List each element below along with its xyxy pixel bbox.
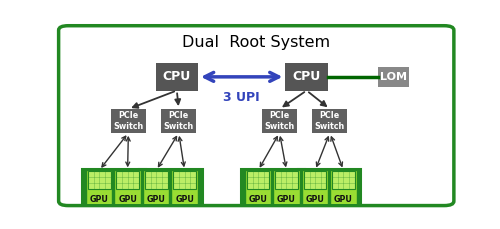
Bar — [145, 171, 168, 189]
Bar — [245, 170, 272, 211]
Bar — [114, 170, 141, 211]
Bar — [332, 171, 354, 189]
Bar — [174, 171, 196, 189]
Text: PCIe
Switch: PCIe Switch — [264, 111, 294, 131]
Bar — [275, 171, 297, 189]
Text: GPU: GPU — [306, 195, 324, 204]
Bar — [247, 171, 270, 189]
Bar — [139, 169, 202, 213]
Bar — [88, 171, 110, 189]
Text: GPU: GPU — [334, 195, 353, 204]
Bar — [302, 170, 328, 211]
Bar — [82, 169, 144, 213]
Bar — [162, 109, 196, 133]
Bar — [304, 171, 326, 189]
Text: PCIe
Switch: PCIe Switch — [113, 111, 144, 131]
Bar — [298, 169, 360, 213]
Text: GPU: GPU — [249, 195, 268, 204]
FancyBboxPatch shape — [58, 26, 454, 206]
Bar — [286, 63, 328, 90]
Text: LOM: LOM — [380, 72, 407, 82]
Bar — [111, 109, 146, 133]
Bar — [116, 171, 139, 189]
Text: 3 UPI: 3 UPI — [224, 91, 260, 104]
Text: CPU: CPU — [292, 70, 321, 83]
Bar — [262, 109, 297, 133]
Bar — [274, 170, 299, 211]
Bar — [143, 170, 170, 211]
Text: GPU: GPU — [277, 195, 296, 204]
Bar — [378, 67, 410, 87]
Bar — [241, 169, 304, 213]
Bar — [156, 63, 198, 90]
Text: PCIe
Switch: PCIe Switch — [315, 111, 345, 131]
Text: GPU: GPU — [175, 195, 194, 204]
Text: Dual  Root System: Dual Root System — [182, 35, 330, 50]
Text: GPU: GPU — [118, 195, 137, 204]
Text: GPU: GPU — [147, 195, 166, 204]
Text: PCIe
Switch: PCIe Switch — [164, 111, 194, 131]
Text: GPU: GPU — [90, 195, 109, 204]
Bar — [312, 109, 348, 133]
Bar — [330, 170, 356, 211]
Bar — [86, 170, 113, 211]
Bar — [172, 170, 198, 211]
Text: CPU: CPU — [162, 70, 191, 83]
